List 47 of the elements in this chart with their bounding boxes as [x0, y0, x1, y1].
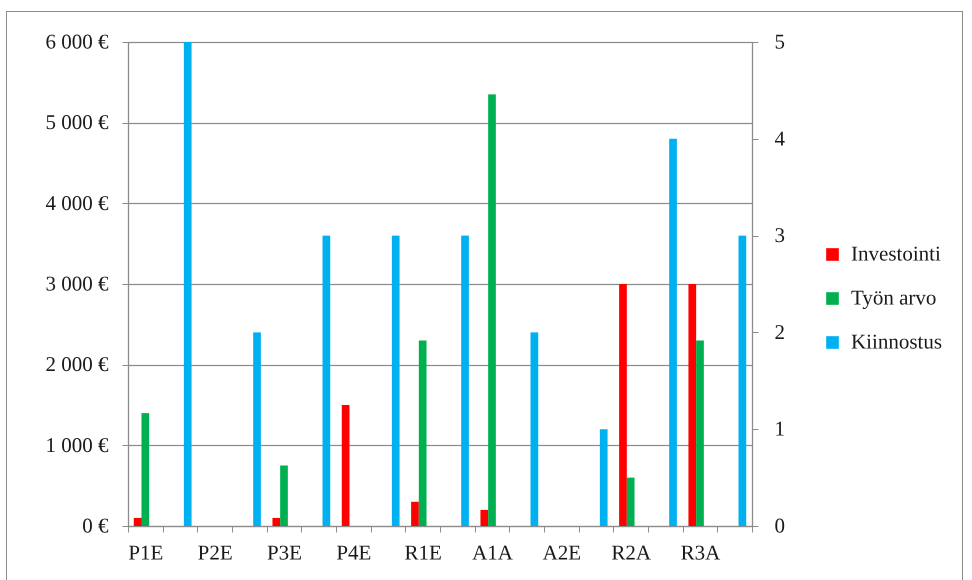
- legend-label: Investointi: [851, 242, 941, 266]
- bar: [626, 478, 635, 526]
- y2-tick-label: 5: [774, 30, 785, 54]
- x-tick-label: P2E: [198, 540, 233, 564]
- bar: [488, 94, 496, 526]
- y-tick-label: 3 000 €: [46, 272, 109, 296]
- legend-label: Kiinnostus: [851, 330, 942, 354]
- y2-tick-label: 1: [774, 416, 785, 441]
- y2-tick-label: 4: [774, 126, 786, 150]
- bar: [688, 284, 696, 526]
- bar: [392, 236, 400, 526]
- bar: [272, 518, 280, 526]
- y2-tick-label: 2: [774, 320, 785, 344]
- bar: [619, 284, 627, 526]
- bar: [669, 138, 677, 526]
- bar: [253, 332, 261, 526]
- bar: [696, 340, 704, 526]
- x-tick-label: A2E: [542, 540, 582, 564]
- legend-label: Työn arvo: [851, 286, 936, 310]
- bar: [411, 502, 419, 526]
- x-tick-label: P4E: [336, 540, 372, 564]
- y-tick-label: 1 000 €: [46, 432, 109, 457]
- y2-tick-label: 3: [774, 223, 785, 248]
- bar: [461, 236, 469, 526]
- bar: [418, 340, 427, 526]
- bar: [141, 413, 150, 526]
- x-tick-label: P3E: [266, 540, 302, 564]
- bar: [280, 466, 288, 526]
- bar: [184, 42, 192, 526]
- x-tick-label: P1E: [128, 540, 164, 564]
- x-tick-label: R1E: [404, 540, 442, 564]
- bar: [342, 405, 350, 526]
- x-tick-label: R3A: [680, 540, 722, 564]
- bar: [480, 510, 488, 526]
- bar: [134, 518, 142, 526]
- y-tick-label: 5 000 €: [46, 110, 109, 134]
- bar: [322, 236, 330, 526]
- x-tick-label: R2A: [611, 540, 652, 564]
- y-tick-label: 4 000 €: [46, 190, 109, 215]
- y-tick-label: 2 000 €: [46, 352, 109, 376]
- y-tick-label: 6 000 €: [46, 30, 109, 54]
- bar: [600, 429, 608, 526]
- bar: [738, 236, 746, 526]
- x-tick-label: A1A: [472, 540, 514, 564]
- y2-tick-label: 0: [774, 514, 785, 538]
- y-tick-label: 0 €: [82, 514, 109, 538]
- bar: [530, 332, 538, 526]
